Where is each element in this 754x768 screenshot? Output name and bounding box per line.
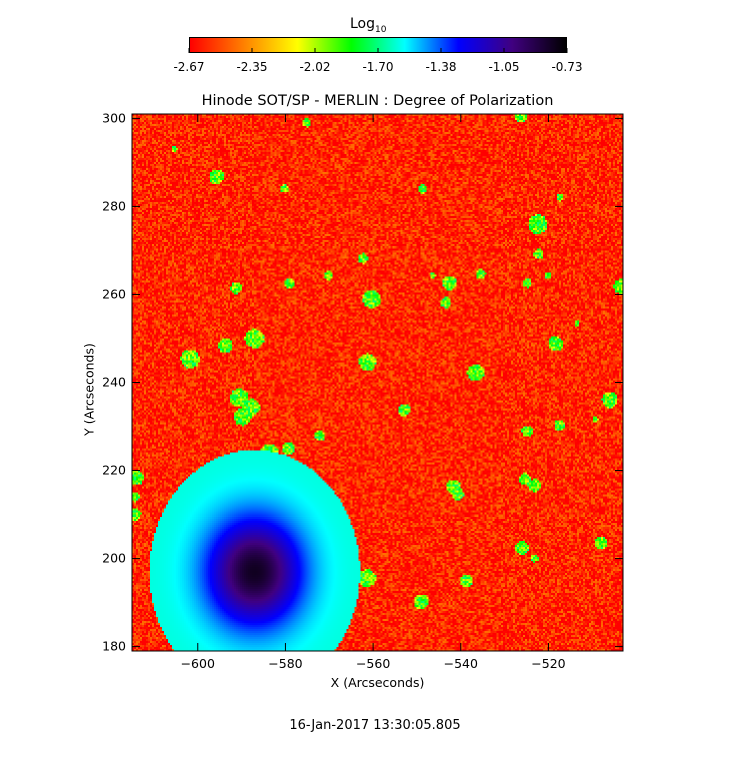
chart-title: Hinode SOT/SP - MERLIN : Degree of Polar… bbox=[201, 93, 554, 109]
x-tick-label: −540 bbox=[444, 656, 478, 671]
colorbar-tick-label: -1.38 bbox=[425, 60, 456, 74]
x-tick-label: −600 bbox=[181, 656, 215, 671]
y-tick-label: 180 bbox=[102, 639, 126, 654]
y-tick-label: 280 bbox=[102, 198, 126, 213]
x-tick-label: −580 bbox=[268, 656, 302, 671]
x-axis-label: X (Arcseconds) bbox=[330, 675, 425, 690]
colorbar-tick-label: -2.02 bbox=[299, 60, 330, 74]
y-tick-label: 220 bbox=[102, 463, 126, 478]
y-tick-label: 300 bbox=[102, 110, 126, 125]
y-axis-label: Y (Arcseconds) bbox=[81, 343, 97, 436]
colorbar-axis: -2.67 -2.35 -2.02 -1.70 -1.38 -1.05 -0.73 bbox=[173, 48, 583, 74]
plot-frame bbox=[131, 113, 624, 652]
y-tick-label: 260 bbox=[102, 286, 126, 301]
y-tick-label: 200 bbox=[102, 551, 126, 566]
colorbar-tick-label: -1.70 bbox=[362, 60, 393, 74]
x-tick-label: −560 bbox=[356, 656, 390, 671]
colorbar-tick-label: -2.67 bbox=[173, 60, 204, 74]
colorbar-tick-label: -2.35 bbox=[236, 60, 267, 74]
timestamp: 16-Jan-2017 13:30:05.805 bbox=[289, 718, 461, 733]
y-tick-label: 240 bbox=[102, 375, 126, 390]
colorbar-tick-label: -0.73 bbox=[551, 60, 582, 74]
x-tick-label: −520 bbox=[531, 656, 565, 671]
polarization-heatmap bbox=[132, 114, 623, 651]
colorbar-label: Log10 bbox=[350, 16, 387, 35]
colorbar-tick-label: -1.05 bbox=[488, 60, 519, 74]
